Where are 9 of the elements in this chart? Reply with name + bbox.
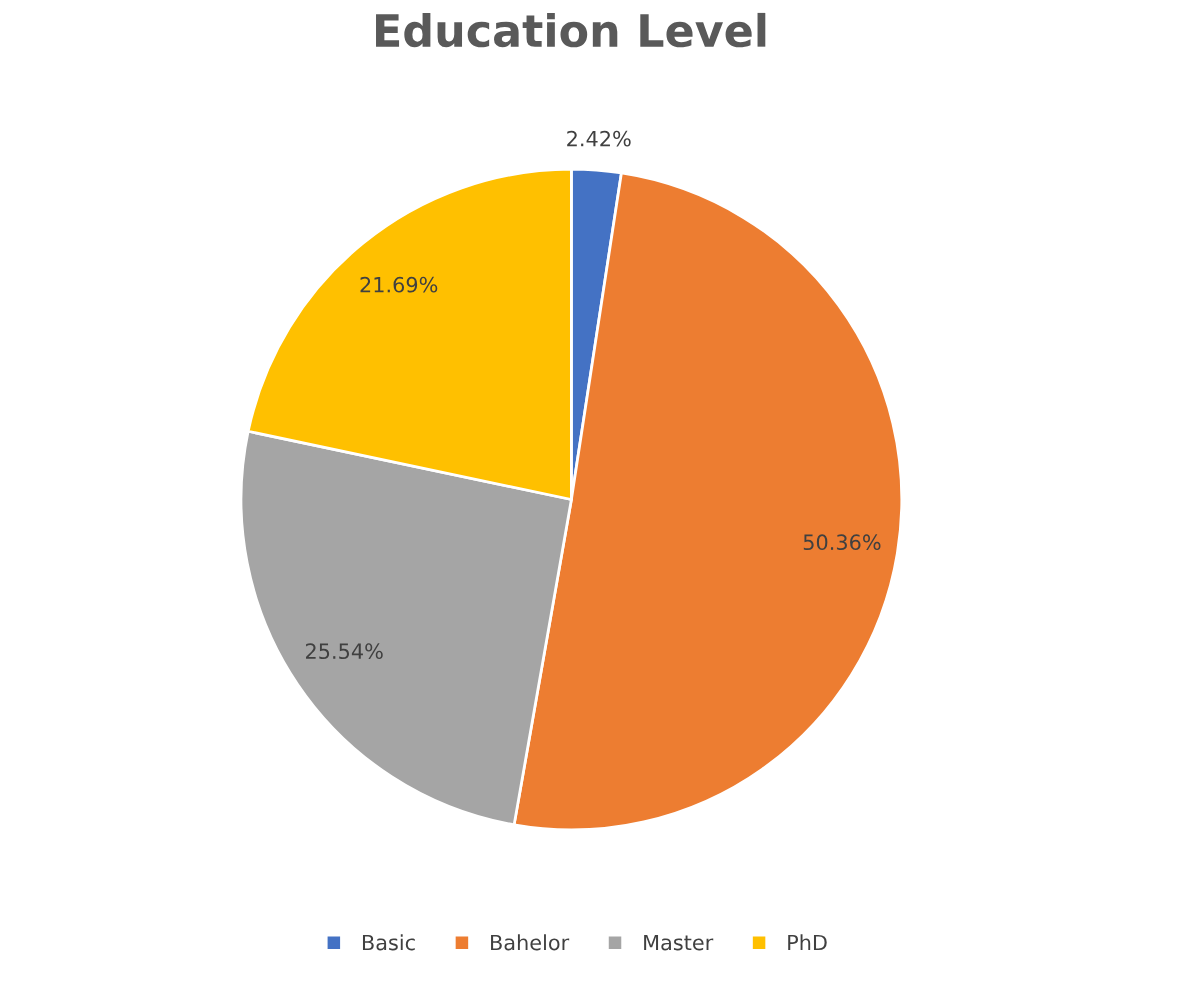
data-label: 2.42% <box>567 130 631 147</box>
data-label: 50.36% <box>803 534 881 551</box>
legend-label: Bahelor <box>491 934 570 951</box>
legend-label: Basic <box>362 934 415 951</box>
chart-title: Education Level <box>376 12 766 48</box>
data-label: 25.54% <box>305 643 383 660</box>
data-label: 21.69% <box>360 276 438 293</box>
legend-label: PhD <box>788 934 827 951</box>
legend-label: Master <box>644 934 714 951</box>
